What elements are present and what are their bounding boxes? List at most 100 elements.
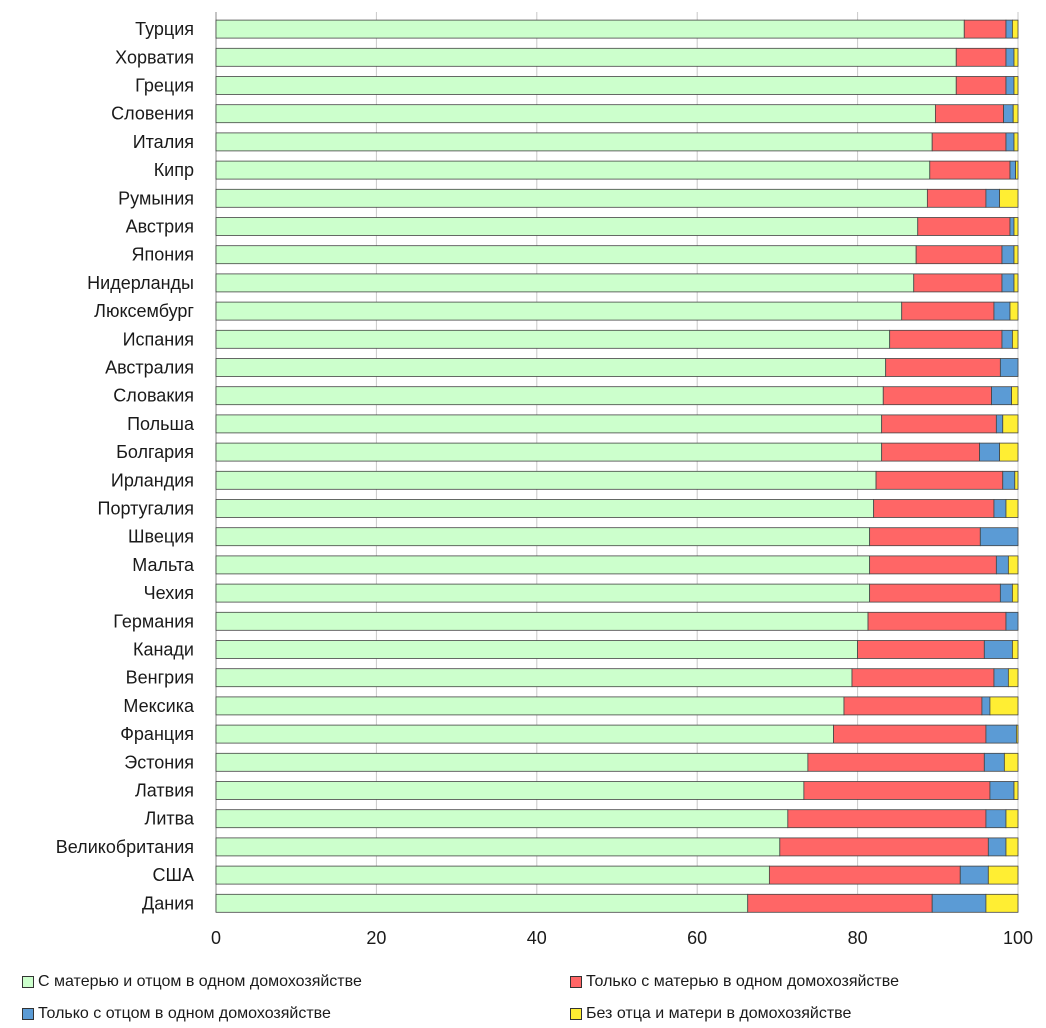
bar-segment	[929, 160, 1011, 180]
bar-segment	[215, 245, 917, 265]
bar-segment	[215, 386, 884, 406]
bar-segment	[215, 301, 903, 321]
bar-segment	[1005, 47, 1015, 67]
bar-segment	[926, 188, 987, 208]
x-tick-label: 100	[1003, 928, 1033, 948]
legend-item-mother-only: Только с матерью в одном домохозяйстве	[570, 973, 899, 991]
bar-segment	[215, 104, 936, 124]
category-label: Латвия	[135, 781, 194, 801]
bar-segment	[1005, 611, 1019, 631]
bar-segment	[215, 160, 931, 180]
bars	[215, 19, 1019, 913]
bar-segment	[955, 47, 1007, 67]
category-label: Эстония	[124, 752, 194, 772]
bar-segment	[807, 752, 985, 772]
category-label: Словакия	[113, 386, 194, 406]
category-label: Нидерланды	[87, 273, 194, 293]
category-label: Дания	[142, 893, 194, 913]
bar-segment	[1009, 160, 1016, 180]
bar-segment	[889, 329, 1003, 349]
bar-segment	[215, 865, 770, 885]
category-label: Литва	[145, 809, 195, 829]
bar-segment	[843, 696, 983, 716]
bar-segment	[215, 527, 871, 547]
bar-segment	[901, 301, 995, 321]
bar-segment	[985, 724, 1017, 744]
bar-segment	[215, 414, 883, 434]
legend-label: Только с матерью в одном домохозяйстве	[586, 973, 899, 990]
bar-segment	[1013, 217, 1019, 236]
bar-segment	[1001, 273, 1015, 293]
legend-swatch	[22, 1008, 34, 1020]
category-label: Испания	[123, 329, 194, 349]
bar-segment	[215, 752, 809, 772]
category-label: Мальта	[132, 555, 195, 575]
bar-segment	[963, 19, 1007, 39]
bar-segment	[983, 752, 1005, 772]
x-tick-label: 60	[687, 928, 707, 948]
category-label: Швеция	[128, 527, 194, 547]
bar-segment	[913, 273, 1003, 293]
bar-segment	[1005, 837, 1019, 857]
bar-segment	[1003, 104, 1014, 124]
category-label: Великобритания	[56, 837, 194, 857]
bar-segment	[215, 837, 781, 857]
category-label: Венгрия	[126, 668, 194, 688]
bar-segment	[1007, 555, 1019, 575]
category-label: Канади	[133, 640, 194, 660]
category-label: Португалия	[98, 499, 195, 519]
category-label: Италия	[133, 132, 194, 152]
bar-segment	[215, 273, 915, 293]
bar-segment	[215, 442, 883, 462]
x-tick-labels: 0 20 40 60 80 100	[211, 928, 1033, 948]
bar-segment	[917, 217, 1011, 236]
category-label: Австралия	[105, 358, 194, 378]
bar-segment	[215, 809, 789, 829]
bar-segment	[851, 668, 995, 688]
bar-segment	[215, 583, 871, 603]
bar-segment	[1013, 781, 1019, 800]
bar-segment	[1003, 752, 1019, 772]
category-label: США	[152, 865, 194, 885]
legend-item-father-only: Только с отцом в одном домохозяйстве	[22, 1005, 331, 1023]
category-label: Германия	[113, 611, 194, 631]
bar-segment	[869, 583, 1001, 603]
category-labels: Турция Хорватия Греция Словения Италия Кипр Ру…	[56, 19, 195, 913]
bar-segment	[215, 781, 805, 800]
legend-item-both-parents: С матерью и отцом в одном домохозяйстве	[22, 973, 362, 991]
bar-segment	[1013, 132, 1019, 152]
bar-segment	[881, 442, 980, 462]
bar-segment	[215, 358, 887, 377]
bar-segment	[869, 555, 997, 575]
bar-segment	[989, 696, 1019, 716]
bar-segment	[1013, 273, 1019, 293]
bar-segment	[931, 893, 987, 913]
legend-swatch	[22, 976, 34, 988]
bar-segment	[1013, 76, 1019, 95]
bar-segment	[1015, 160, 1019, 180]
bar-segment	[1005, 499, 1019, 518]
category-label: Румыния	[118, 188, 194, 208]
bar-segment	[989, 781, 1015, 800]
bar-segment	[215, 499, 875, 518]
bar-segment	[993, 499, 1007, 518]
bar-segment	[215, 188, 928, 208]
category-label: Греция	[135, 76, 194, 96]
x-tick-label: 0	[211, 928, 221, 948]
legend-swatch	[570, 1008, 582, 1020]
bar-segment	[215, 132, 933, 152]
bar-segment	[215, 893, 749, 913]
bar-segment	[993, 668, 1009, 688]
bar-segment	[983, 640, 1013, 659]
bar-segment	[1013, 47, 1019, 67]
legend-item-no-parents: Без отца и матери в домохозяйстве	[570, 1005, 851, 1023]
bar-segment	[215, 668, 853, 688]
category-label: Люксембург	[94, 301, 194, 321]
bar-segment	[985, 188, 1000, 208]
bar-segment	[215, 555, 871, 575]
bar-segment	[1001, 329, 1013, 349]
bar-segment	[833, 724, 987, 744]
x-tick-label: 20	[366, 928, 386, 948]
bar-segment	[881, 414, 997, 434]
bar-segment	[987, 837, 1007, 857]
